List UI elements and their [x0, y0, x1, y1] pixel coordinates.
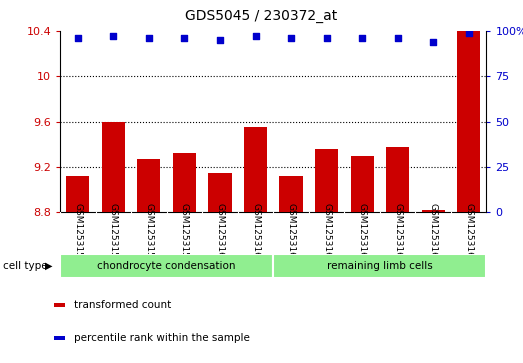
- Text: remaining limb cells: remaining limb cells: [327, 261, 433, 271]
- Point: [180, 35, 189, 41]
- Text: chondrocyte condensation: chondrocyte condensation: [97, 261, 236, 271]
- Bar: [315, 149, 338, 212]
- Point: [109, 33, 118, 39]
- Bar: [54, 336, 65, 339]
- Bar: [244, 127, 267, 212]
- Text: transformed count: transformed count: [74, 300, 171, 310]
- Text: GSM1253160: GSM1253160: [215, 203, 224, 264]
- Text: cell type: cell type: [3, 261, 47, 271]
- Point: [145, 35, 153, 41]
- Bar: [102, 122, 125, 212]
- Point: [287, 35, 295, 41]
- Bar: [173, 154, 196, 212]
- Text: GSM1253158: GSM1253158: [144, 203, 153, 264]
- Bar: [422, 210, 445, 212]
- Text: GSM1253159: GSM1253159: [180, 203, 189, 264]
- Bar: [209, 173, 232, 212]
- Text: GSM1253165: GSM1253165: [393, 203, 402, 264]
- Text: GSM1253162: GSM1253162: [287, 203, 295, 264]
- Bar: [60, 254, 273, 278]
- Point: [322, 35, 331, 41]
- Text: GSM1253156: GSM1253156: [73, 203, 83, 264]
- Bar: [273, 254, 486, 278]
- Text: GSM1253164: GSM1253164: [358, 203, 367, 264]
- Text: GSM1253166: GSM1253166: [429, 203, 438, 264]
- Text: GSM1253161: GSM1253161: [251, 203, 260, 264]
- Point: [464, 30, 473, 36]
- Text: percentile rank within the sample: percentile rank within the sample: [74, 333, 249, 343]
- Point: [358, 35, 366, 41]
- Text: GSM1253163: GSM1253163: [322, 203, 331, 264]
- Point: [252, 33, 260, 39]
- Text: ▶: ▶: [45, 261, 52, 271]
- Point: [393, 35, 402, 41]
- Bar: [350, 156, 373, 212]
- Bar: [386, 147, 409, 212]
- Bar: [138, 159, 161, 212]
- Bar: [279, 176, 303, 212]
- Bar: [66, 176, 89, 212]
- Point: [216, 37, 224, 43]
- Text: GDS5045 / 230372_at: GDS5045 / 230372_at: [185, 9, 338, 23]
- Text: GSM1253167: GSM1253167: [464, 203, 473, 264]
- Point: [429, 39, 437, 45]
- Text: GSM1253157: GSM1253157: [109, 203, 118, 264]
- Point: [74, 35, 82, 41]
- Bar: [54, 303, 65, 307]
- Bar: [457, 17, 480, 212]
